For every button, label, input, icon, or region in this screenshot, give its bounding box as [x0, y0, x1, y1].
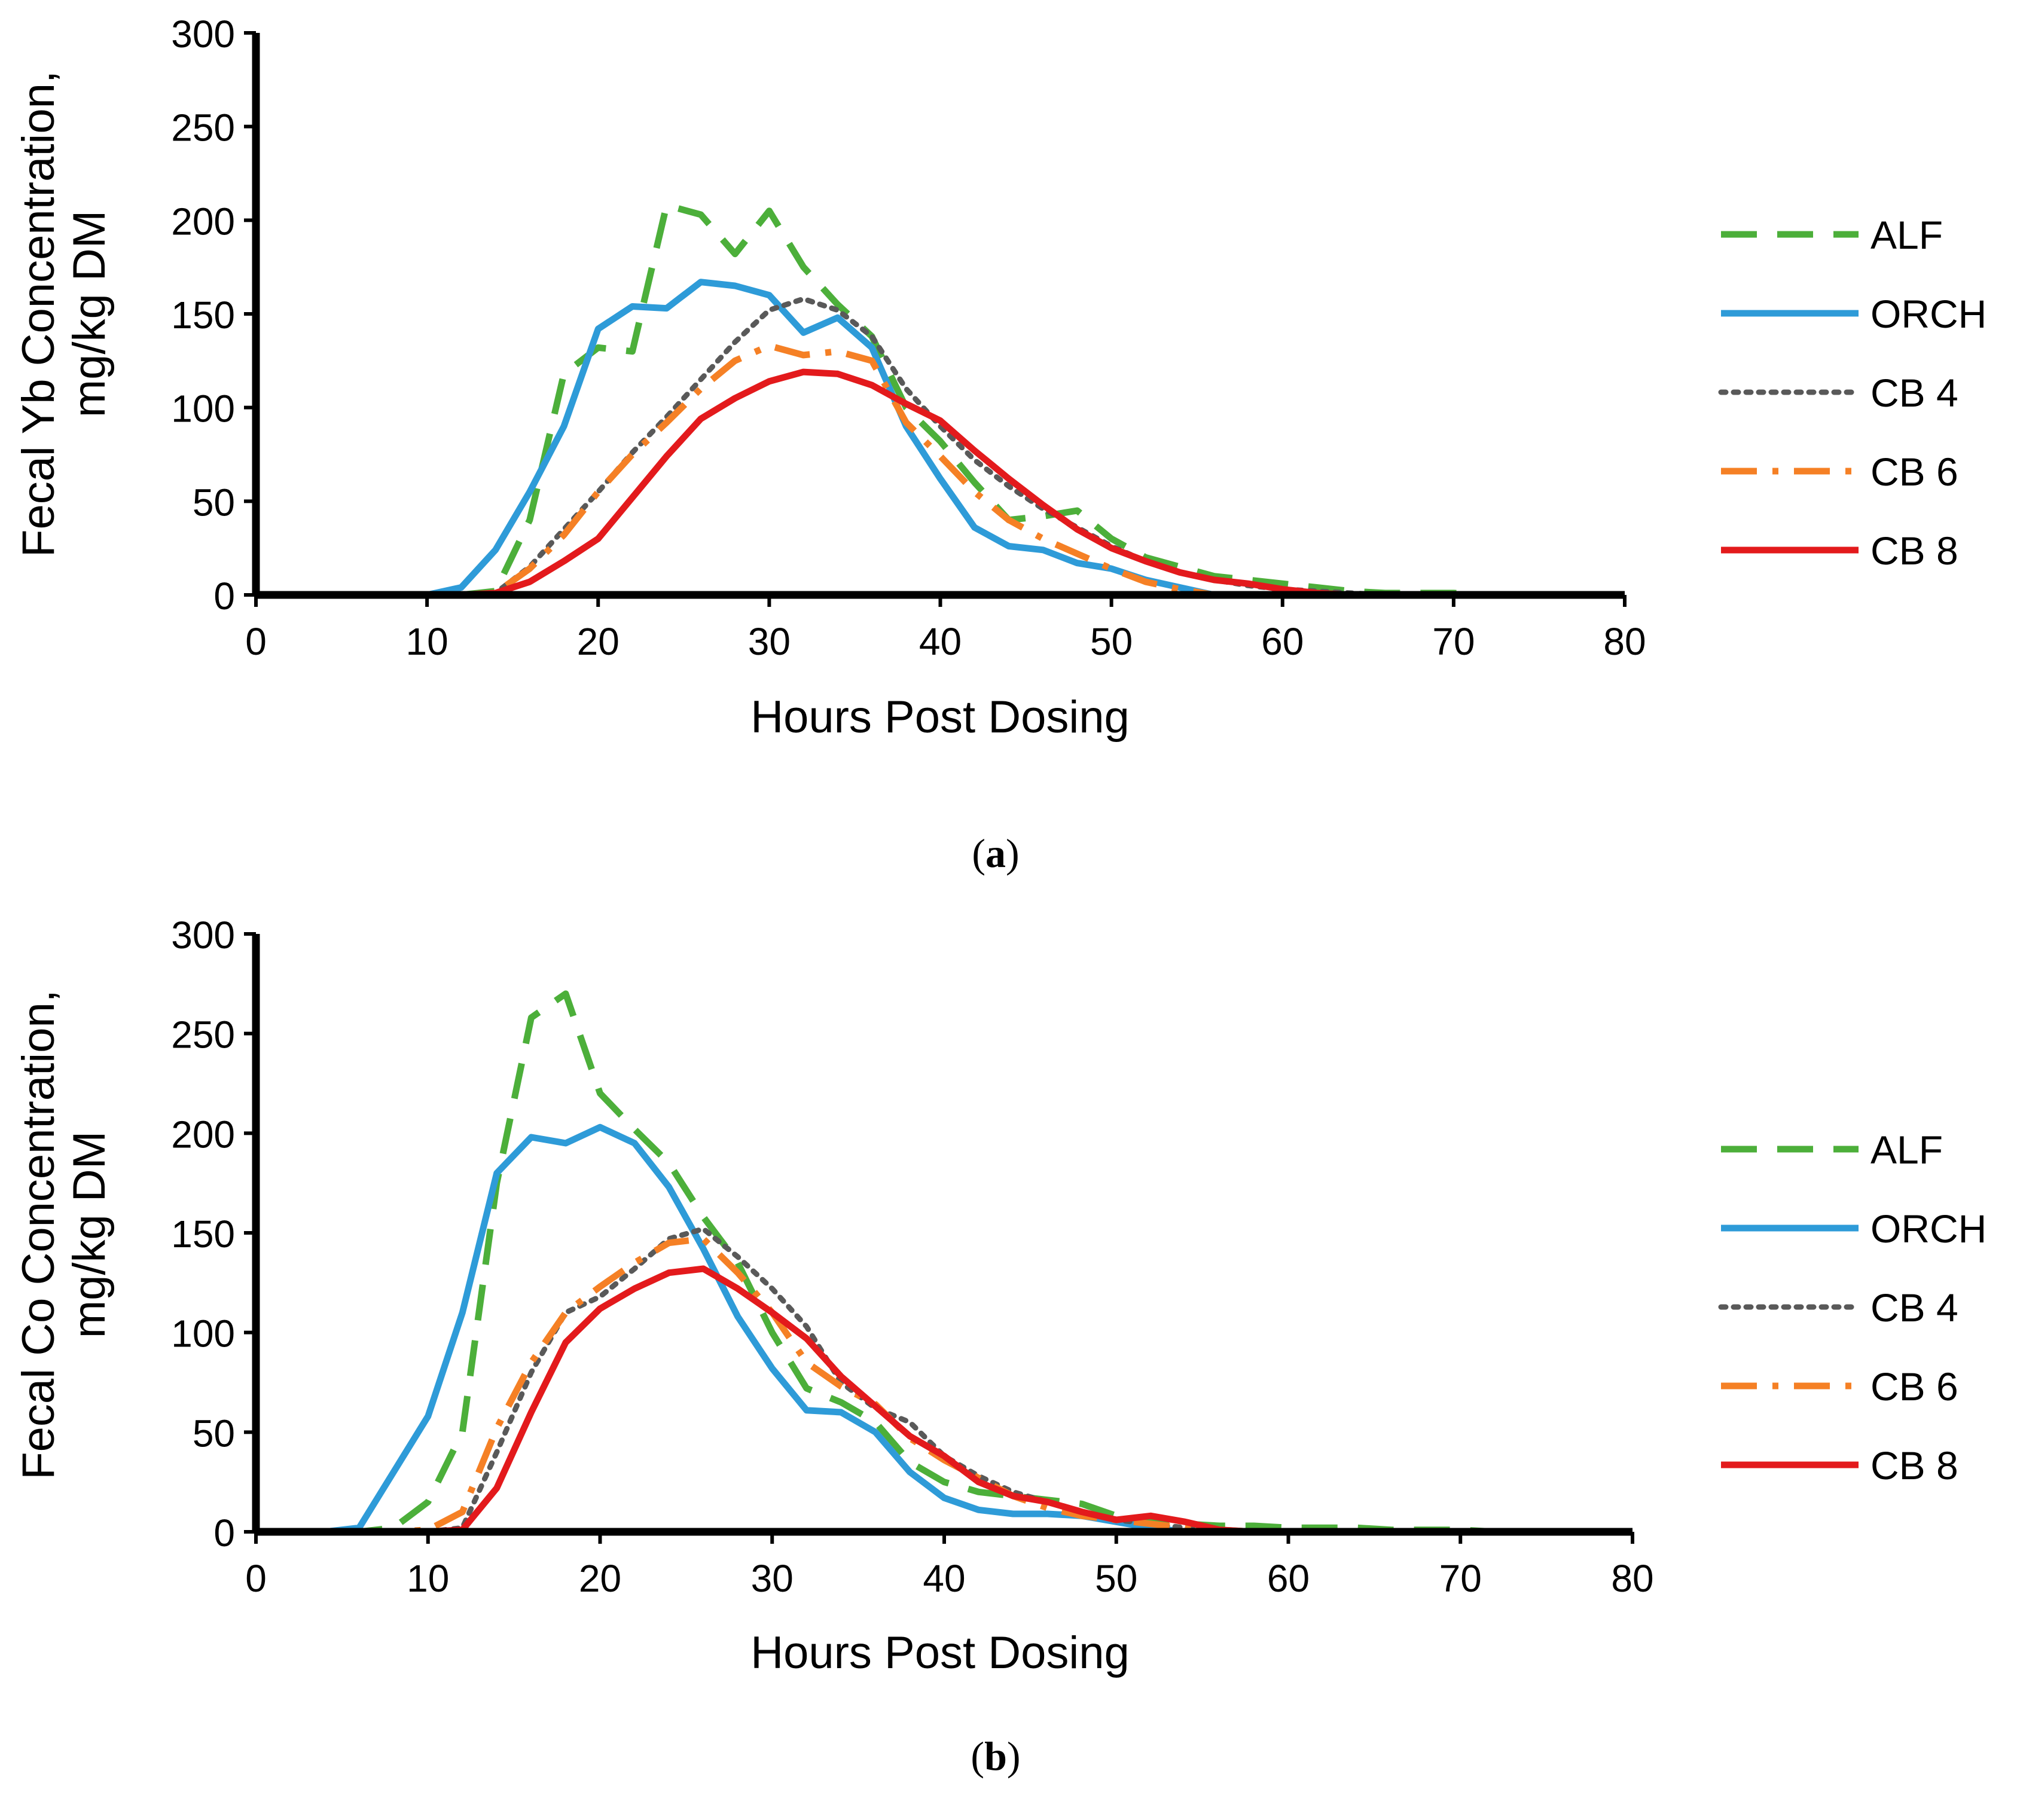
- legend-a: ALF ORCH CB 4 CB 6 CB 8: [1718, 213, 1987, 573]
- x-tick-label: 20: [577, 620, 620, 663]
- x-tick-label: 60: [1267, 1557, 1310, 1600]
- panel-caption-b: (b): [971, 1733, 1020, 1779]
- y-tick-label: 200: [171, 1113, 235, 1156]
- legend-label: CB 8: [1870, 529, 1958, 573]
- legend-label: CB 6: [1870, 1364, 1958, 1409]
- x-tick-label: 70: [1432, 620, 1475, 663]
- tick-labels-b: 0 50 100 150 200 250 300 0 10 20 30 40 50 60 70 80: [171, 914, 1653, 1600]
- x-tick-label: 50: [1095, 1557, 1137, 1600]
- y-axis-label-line1: Fecal Yb Concentration,: [13, 71, 64, 557]
- x-tick-label: 40: [919, 620, 962, 663]
- series-line-alf: [290, 990, 1496, 1535]
- y-axis-label-line2: mg/kg DM: [64, 1131, 115, 1338]
- x-axis-label: Hours Post Dosing: [750, 1627, 1130, 1678]
- legend-label: CB 8: [1870, 1443, 1958, 1488]
- x-tick-label: 80: [1611, 1557, 1653, 1600]
- tick-marks-a: [244, 31, 1627, 607]
- x-tick-label: 20: [579, 1557, 621, 1600]
- chart-panel-b: 0 50 100 150 200 250 300 0 10 20 30 40 50 60 70 80 Hour…: [13, 914, 1987, 1779]
- legend-label: ALF: [1870, 213, 1943, 257]
- legend-label: ORCH: [1870, 292, 1987, 336]
- x-tick-label: 80: [1603, 620, 1646, 663]
- x-tick-label: 60: [1261, 620, 1304, 663]
- legend-label: CB 6: [1870, 450, 1958, 494]
- legend-label: ORCH: [1870, 1207, 1987, 1251]
- y-axis-label-line2: mg/kg DM: [64, 210, 115, 417]
- y-tick-label: 200: [171, 200, 235, 243]
- panel-letter-b: b: [984, 1733, 1007, 1779]
- x-tick-label: 0: [245, 620, 267, 663]
- x-tick-label: 10: [406, 620, 448, 663]
- y-tick-label: 50: [193, 1412, 235, 1455]
- y-tick-label: 300: [171, 914, 235, 957]
- legend-label: ALF: [1870, 1128, 1943, 1172]
- x-tick-label: 0: [245, 1557, 267, 1600]
- legend-b: ALF ORCH CB 4 CB 6 CB 8: [1718, 1128, 1987, 1488]
- y-tick-label: 100: [171, 387, 235, 430]
- legend-label: CB 4: [1870, 1285, 1958, 1330]
- panel-letter-a: a: [985, 830, 1006, 876]
- legend-label: CB 4: [1870, 371, 1958, 415]
- y-tick-label: 300: [171, 13, 235, 56]
- y-tick-label: 150: [171, 294, 235, 337]
- x-tick-label: 30: [748, 620, 791, 663]
- tick-marks-b: [244, 932, 1634, 1544]
- y-tick-label: 250: [171, 106, 235, 149]
- y-tick-label: 250: [171, 1013, 235, 1056]
- y-tick-label: 100: [171, 1312, 235, 1355]
- y-tick-label: 0: [213, 1511, 235, 1555]
- x-tick-label: 40: [923, 1557, 965, 1600]
- x-tick-label: 70: [1439, 1557, 1482, 1600]
- tick-labels-a: 0 50 100 150 200 250 300 0 10 20 30 40 50 60 70 80: [171, 13, 1646, 663]
- x-tick-label: 10: [407, 1557, 449, 1600]
- y-tick-label: 50: [193, 481, 235, 524]
- y-axis-label-line1: Fecal Co Concentration,: [13, 990, 64, 1480]
- x-axis-label: Hours Post Dosing: [750, 692, 1130, 743]
- x-tick-label: 30: [751, 1557, 794, 1600]
- x-tick-label: 50: [1090, 620, 1133, 663]
- y-tick-label: 0: [213, 575, 235, 618]
- panel-caption-a: (a): [972, 830, 1019, 876]
- chart-panel-a: 0 50 100 150 200 250 300 0 10 20 30 40 50 60 70 80 Hour…: [13, 13, 1987, 876]
- y-tick-label: 150: [171, 1213, 235, 1256]
